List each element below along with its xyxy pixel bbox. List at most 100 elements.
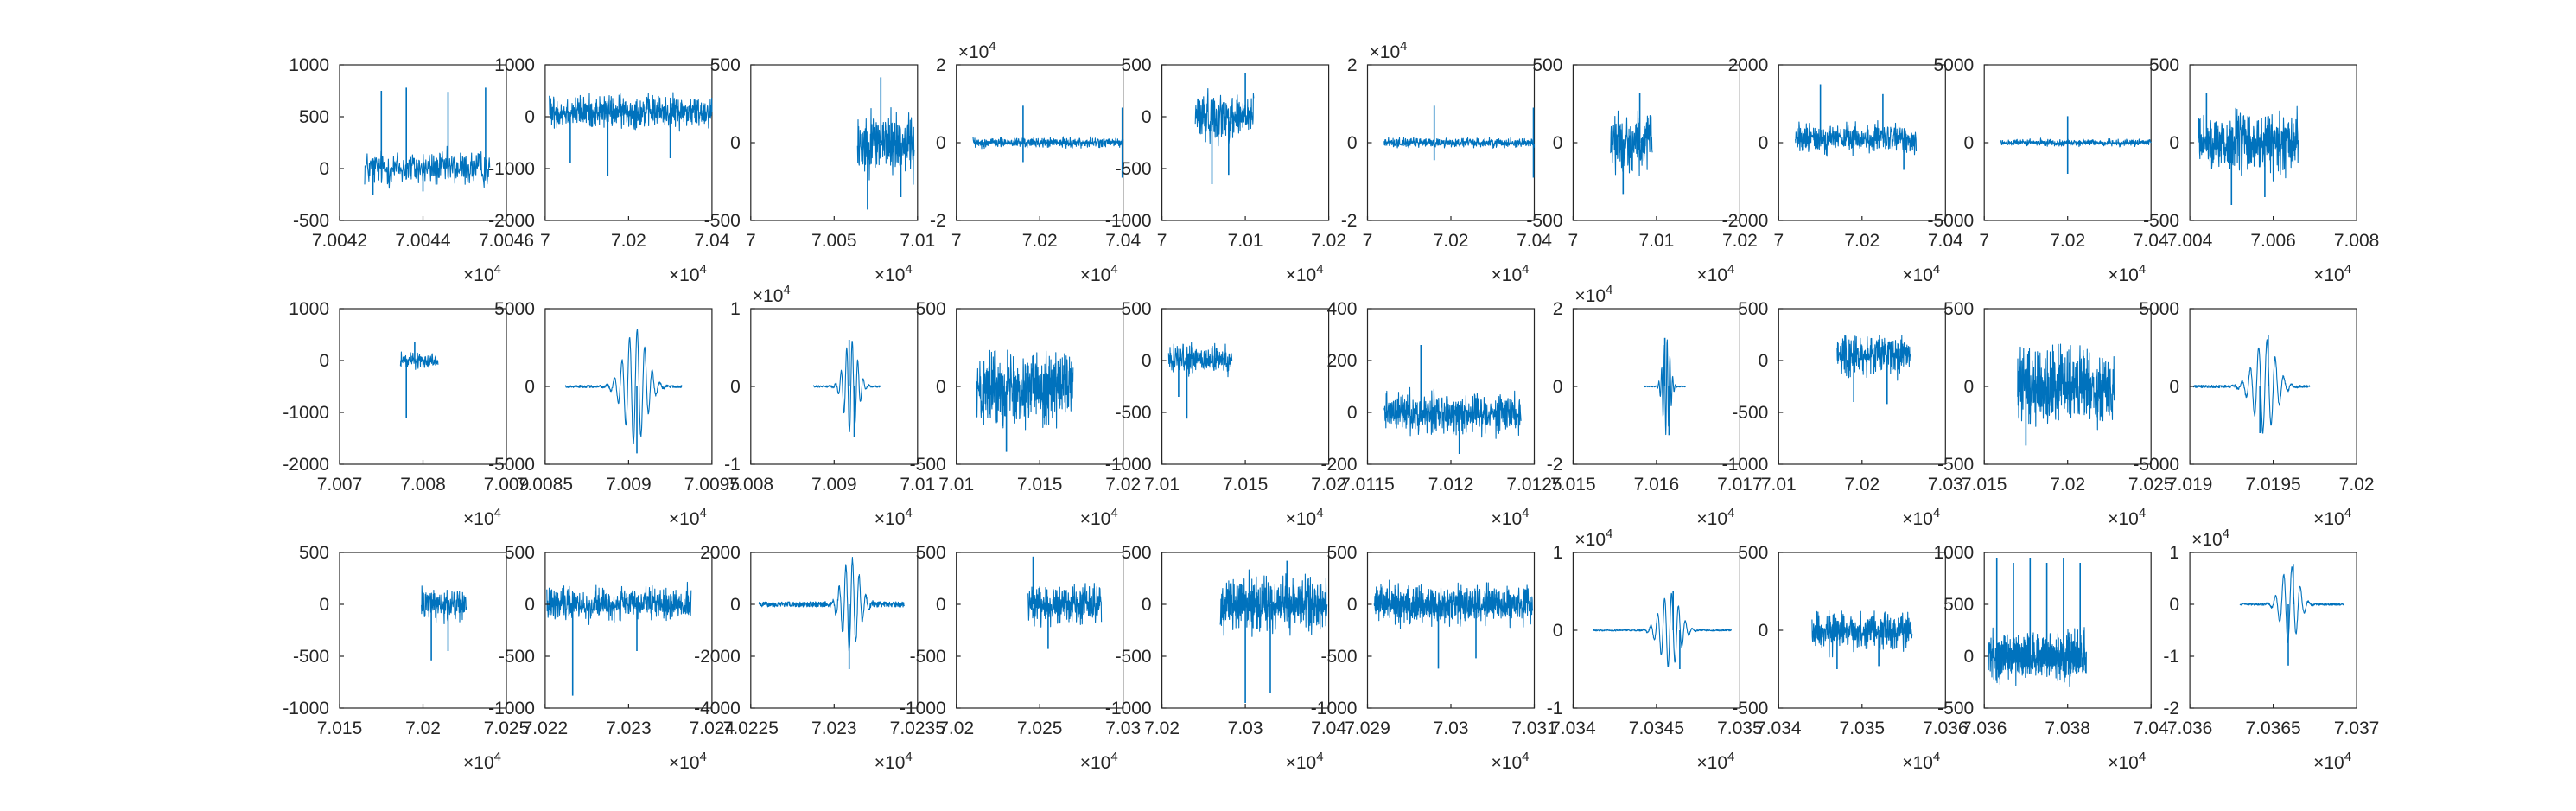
x-tick-label: 7.036 [2167, 718, 2213, 738]
y-tick-label: 500 [299, 107, 329, 127]
y-tick-label: -1000 [488, 699, 535, 718]
y-tick-label: 0 [319, 595, 329, 615]
y-tick-label: 5000 [1933, 55, 1974, 75]
x-exponent-label: ×104 [2313, 750, 2351, 773]
y-tick-label: 2 [1347, 55, 1358, 75]
x-tick-label: 7.02 [1434, 231, 1469, 251]
x-tick-label: 7.02 [1022, 231, 1058, 251]
x-tick-label: 7.02 [405, 718, 441, 738]
y-exponent-label: ×104 [1370, 39, 1408, 62]
y-tick-label: 0 [1553, 377, 1563, 397]
y-tick-label: 0 [1964, 647, 1975, 667]
x-tick-label: 7.035 [1717, 718, 1763, 738]
y-tick-label: 2 [936, 55, 946, 75]
y-tick-label: -500 [499, 647, 535, 667]
x-tick-label: 7.04 [1311, 718, 1346, 738]
y-tick-label: 0 [1759, 621, 1769, 641]
y-tick-label: 0 [319, 351, 329, 371]
y-tick-label: -2 [1547, 455, 1563, 475]
signal-trace [1836, 335, 1911, 381]
signal-trace [758, 557, 905, 653]
y-tick-label: 0 [1964, 377, 1975, 397]
y-tick-label: 0 [730, 595, 741, 615]
x-tick-label: 7.03 [1928, 475, 1963, 495]
subplot-1: 7.0042 7.0044 7.0046 -500 0 500 1000 ×104 [289, 55, 534, 285]
y-tick-label: 5000 [494, 299, 535, 319]
x-tick-label: 7.02 [2339, 475, 2375, 495]
x-tick-label: 7.04 [1517, 231, 1552, 251]
signal-trace [1811, 610, 1913, 658]
y-tick-label: -5000 [1927, 211, 1974, 231]
subplot-19: 7.015 7.02 7.025 -500 0 500 ×104 [1937, 299, 2173, 529]
y-tick-label: 0 [1553, 621, 1563, 641]
y-tick-label: 500 [710, 55, 741, 75]
x-tick-label: 7.02 [611, 231, 646, 251]
x-tick-label: 7.0365 [2245, 718, 2300, 738]
subplot-12: 7.0085 7.009 7.0095 -5000 0 5000 ×104 [488, 299, 740, 529]
y-tick-label: -500 [910, 455, 946, 475]
y-tick-label: -500 [1526, 211, 1562, 231]
y-tick-label: 500 [916, 299, 946, 319]
y-tick-label: 500 [1122, 543, 1152, 563]
x-exponent-label: ×104 [1080, 750, 1118, 773]
subplot-18: 7.01 7.02 7.03 -1000 -500 0 500 ×104 [1722, 299, 1963, 529]
signal-trace [2198, 105, 2299, 182]
axes-frame [750, 552, 919, 709]
x-exponent-label: ×104 [1696, 750, 1734, 773]
y-tick-label: -500 [293, 211, 329, 231]
subplot-29: 7.036 7.038 7.04 -500 0 500 1000 ×104 [1933, 543, 2168, 773]
x-exponent-label: ×104 [669, 262, 707, 285]
x-tick-label: 7.02 [2050, 475, 2085, 495]
x-tick-label: 7.015 [1223, 475, 1269, 495]
x-exponent-label: ×104 [875, 262, 913, 285]
x-exponent-label: ×104 [1492, 506, 1530, 529]
y-tick-label: 0 [2169, 133, 2179, 153]
y-tick-label: 500 [1943, 595, 1974, 615]
x-tick-label: 7.0042 [312, 231, 367, 251]
x-tick-label: 7.009 [606, 475, 652, 495]
x-exponent-label: ×104 [2108, 262, 2146, 285]
signal-trace [812, 341, 881, 432]
subplot-16: 7.0115 7.012 7.0125 -200 0 200 400 ×104 [1320, 299, 1562, 529]
x-tick-label: 7.0115 [1340, 475, 1395, 495]
x-exponent-label: ×104 [463, 262, 501, 285]
x-exponent-label: ×104 [1286, 262, 1324, 285]
y-tick-label: -1 [1547, 699, 1563, 718]
x-tick-label: 7 [951, 231, 962, 251]
x-tick-label: 7.0195 [2245, 475, 2300, 495]
x-tick-label: 7.0044 [395, 231, 451, 251]
axes-frame [1778, 308, 1946, 465]
y-exponent-label: ×104 [2191, 527, 2229, 550]
y-tick-label: -1000 [1105, 211, 1152, 231]
x-tick-label: 7.025 [1017, 718, 1063, 738]
x-tick-label: 7.03 [1434, 718, 1469, 738]
subplot-2: 7 7.02 7.04 -2000 -1000 0 1000 ×104 [488, 55, 729, 285]
signal-trace [1593, 592, 1733, 667]
x-tick-label: 7.0095 [684, 475, 740, 495]
x-exponent-label: ×104 [875, 750, 913, 773]
x-tick-label: 7.01 [900, 475, 935, 495]
y-tick-label: 500 [916, 543, 946, 563]
signal-trace [2239, 566, 2344, 643]
y-tick-label: -500 [1732, 403, 1768, 423]
subplot-5: 7 7.01 7.02 -1000 -500 0 500 ×104 [1105, 55, 1346, 285]
x-tick-label: 7.04 [2134, 231, 2169, 251]
y-tick-label: -500 [910, 647, 946, 667]
y-tick-label: 0 [1553, 133, 1563, 153]
x-tick-label: 7 [540, 231, 550, 251]
axes-frame [1366, 308, 1536, 465]
subplot-28: 7.034 7.035 7.036 -500 0 500 ×104 [1732, 543, 1968, 773]
x-tick-label: 7.01 [1144, 475, 1180, 495]
x-tick-label: 7.009 [484, 475, 530, 495]
signal-trace [399, 351, 439, 370]
y-tick-label: 0 [1347, 403, 1358, 423]
x-exponent-label: ×104 [1286, 506, 1324, 529]
x-tick-label: 7.005 [811, 231, 857, 251]
y-tick-label: -1 [2163, 647, 2179, 667]
x-exponent-label: ×104 [1902, 750, 1940, 773]
x-tick-label: 7.01 [1228, 231, 1263, 251]
axes-frame [339, 64, 507, 221]
signal-trace [1988, 627, 2087, 688]
y-tick-label: -500 [1116, 403, 1152, 423]
y-tick-label: 0 [525, 377, 535, 397]
